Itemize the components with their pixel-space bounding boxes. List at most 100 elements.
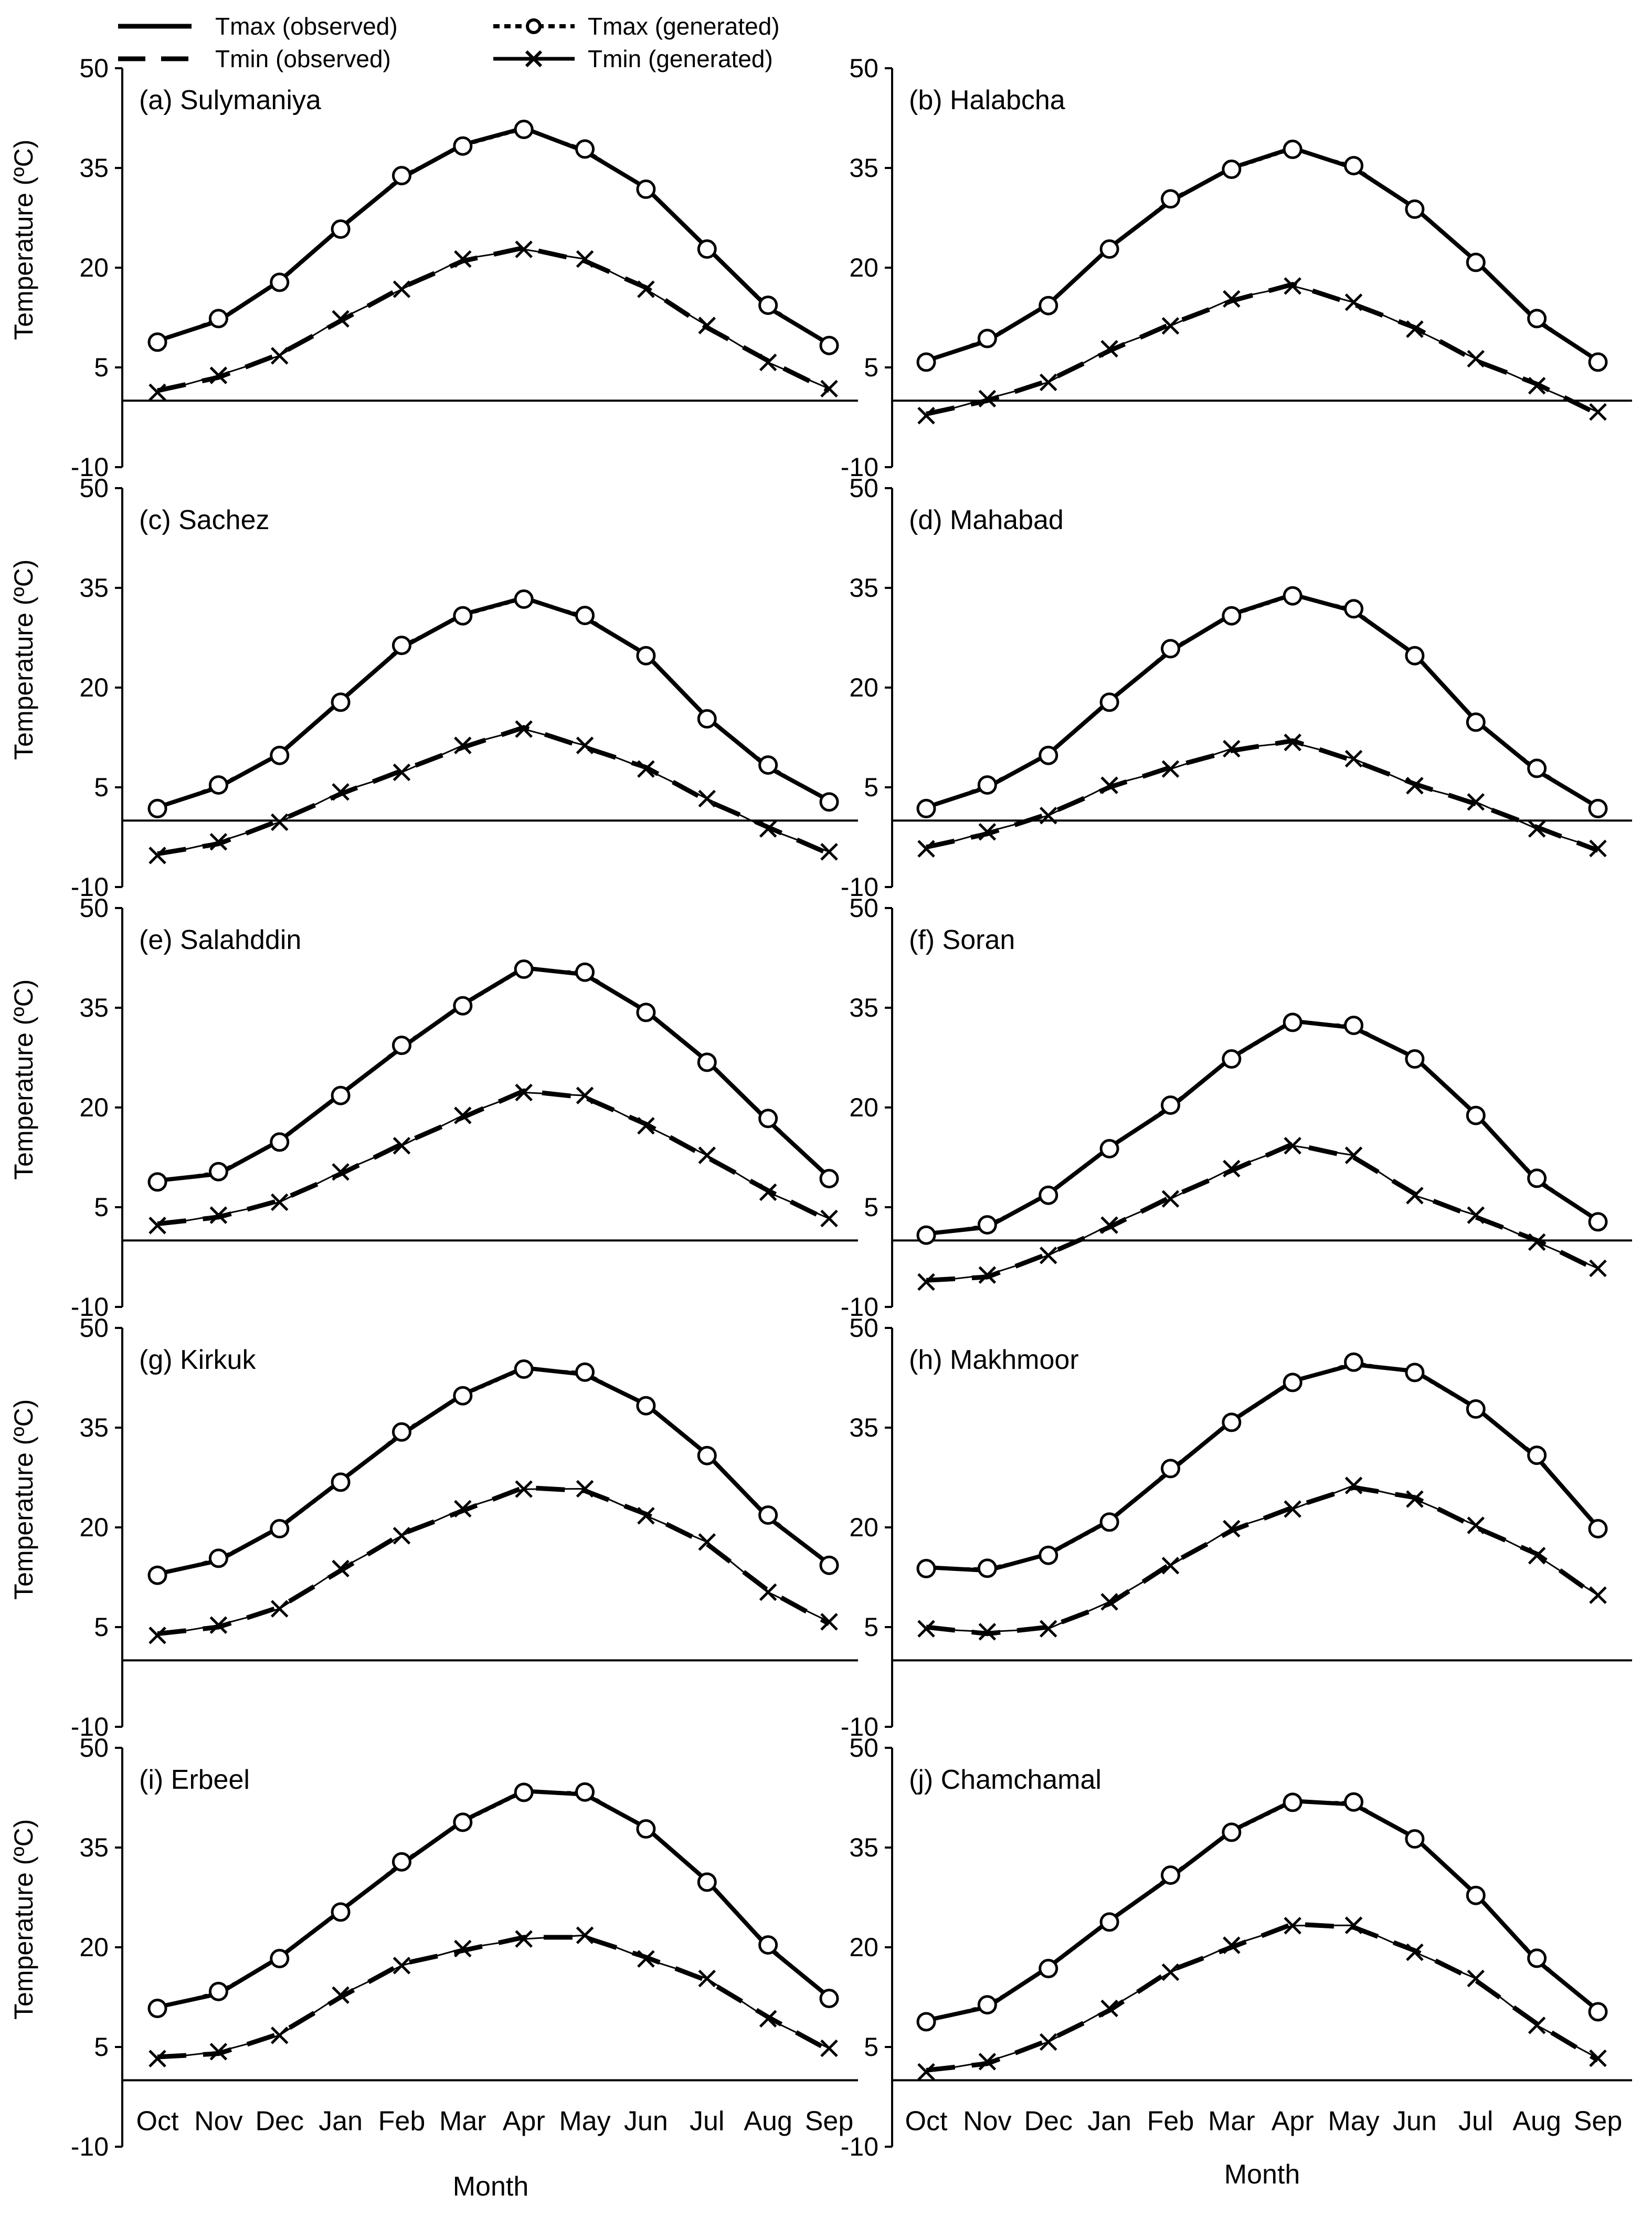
x-tick-label: Jul <box>1458 2106 1493 2136</box>
x-axis-title: Month <box>1224 2159 1300 2190</box>
marker-stroke <box>454 1500 472 1518</box>
marker-stroke <box>1100 1593 1118 1611</box>
marker-stroke <box>149 383 166 402</box>
marker-stroke <box>759 1583 777 1601</box>
series-line-tmax-generated <box>157 1368 830 1577</box>
legend-marker <box>526 18 542 34</box>
tmax-generated-point <box>1344 1792 1364 1812</box>
y-tick-label: 20 <box>849 1093 878 1122</box>
marker-stroke <box>1528 1233 1546 1251</box>
marker-stroke <box>917 407 935 425</box>
marker-stroke <box>698 316 716 334</box>
tmin-generated-point <box>637 1507 655 1525</box>
tmax-generated-point <box>270 1132 290 1152</box>
marker-stroke <box>576 736 594 754</box>
x-tick-label: Nov <box>963 2106 1011 2136</box>
tmax-generated-point <box>1466 712 1486 732</box>
marker-stroke <box>820 379 838 398</box>
tmax-generated-point <box>819 1989 839 2009</box>
marker-stroke <box>270 813 289 831</box>
series-line-tmin-observed <box>926 282 1599 417</box>
tmin-generated-point <box>1467 1206 1485 1224</box>
tmin-generated-point <box>1344 1476 1363 1494</box>
marker-stroke <box>759 1183 777 1201</box>
tmin-generated-point <box>917 2063 935 2081</box>
panel: -10 5 20 35 50 Temperature (ºC) (i) Erbeel Oct N… <box>9 1733 858 2161</box>
marker-stroke <box>1467 350 1485 368</box>
y-tick-label: -10 <box>841 872 878 902</box>
tmax-generated-point <box>1466 1885 1486 1905</box>
tmax-generated-point <box>758 296 778 315</box>
marker-stroke <box>637 1507 655 1525</box>
marker-stroke <box>454 736 472 754</box>
tmax-generated-point <box>1283 1373 1302 1392</box>
marker-stroke <box>576 1086 594 1104</box>
series-line-tmin-observed <box>926 738 1599 853</box>
tmin-generated-point <box>759 820 777 838</box>
tmax-generated-point <box>453 136 473 156</box>
tmin-generated-point <box>759 2010 777 2028</box>
tmin-generated-point <box>393 280 411 298</box>
tmin-generated-point <box>1161 317 1180 335</box>
tmin-generated-point <box>149 383 166 402</box>
tmin-generated-point <box>1589 403 1607 421</box>
marker-stroke <box>1161 1963 1180 1981</box>
tmax-generated-point <box>1160 1095 1180 1115</box>
tmin-generated-point <box>1528 2017 1546 2034</box>
tmax-generated-point <box>270 1519 290 1539</box>
marker-stroke <box>917 1273 935 1291</box>
y-tick-label: 20 <box>849 1933 878 1962</box>
tmin-generated-point <box>393 763 411 782</box>
x-tick-label: May <box>1328 2106 1379 2136</box>
tmax-generated-point <box>1405 1363 1425 1383</box>
marker-stroke <box>209 1616 228 1634</box>
marker-stroke <box>1467 1206 1485 1224</box>
legend-item-tmin-observed: Tmin (observed) <box>118 45 391 72</box>
tmax-generated-point <box>1405 1829 1425 1849</box>
marker-stroke <box>637 280 655 298</box>
tmax-generated-point <box>575 1362 595 1382</box>
tmax-generated-point <box>270 745 290 765</box>
tmin-generated-point <box>1589 2049 1607 2067</box>
tmax-generated-point <box>916 352 936 372</box>
tmax-generated-point <box>208 775 228 795</box>
y-tick-label: 5 <box>94 1193 109 1222</box>
tmin-generated-point <box>209 1206 228 1224</box>
tmin-generated-point <box>1223 1519 1241 1538</box>
marker-stroke <box>1223 1519 1241 1538</box>
marker-stroke <box>209 833 228 851</box>
tmin-generated-point <box>698 1969 716 1988</box>
tmax-generated-point <box>575 1782 595 1802</box>
marker-stroke <box>917 1620 935 1638</box>
tmin-generated-point <box>149 1627 166 1644</box>
y-tick-label: 5 <box>94 773 109 802</box>
tmin-generated-point <box>917 1620 935 1638</box>
tmax-generated-point <box>391 636 411 656</box>
tmax-generated-point <box>1099 1139 1119 1159</box>
marker-stroke <box>1589 1259 1607 1278</box>
tmin-generated-point <box>1467 1516 1485 1534</box>
panel-title: (b) Halabcha <box>909 85 1065 115</box>
series-line-tmax-generated <box>157 1791 830 2010</box>
marker-stroke <box>1100 1216 1118 1234</box>
tmax-generated-point <box>1222 1049 1242 1069</box>
tmin-generated-point <box>1284 277 1301 295</box>
tmax-generated-point <box>1099 692 1119 712</box>
y-tick-label: -10 <box>841 1292 878 1322</box>
marker-stroke <box>759 353 777 372</box>
series-line-tmin-observed <box>157 1088 830 1227</box>
marker-stroke <box>1039 2033 1057 2051</box>
tmax-generated-point <box>1344 1352 1364 1372</box>
marker-stroke <box>1223 1936 1241 1954</box>
tmin-generated-point <box>1100 1999 1118 2018</box>
series-line-tmax-generated <box>157 598 830 810</box>
series-line-tmin-generated <box>157 1934 830 2060</box>
tmax-generated-point <box>697 709 717 729</box>
tmin-generated-point <box>149 2050 166 2067</box>
y-tick-label: 20 <box>849 1513 878 1542</box>
tmax-generated-point <box>1588 2002 1608 2022</box>
tmin-generated-point <box>1039 807 1057 825</box>
panel-title: (d) Mahabad <box>909 505 1064 535</box>
x-tick-label: Oct <box>905 2106 948 2136</box>
tmin-generated-point <box>1528 377 1546 395</box>
